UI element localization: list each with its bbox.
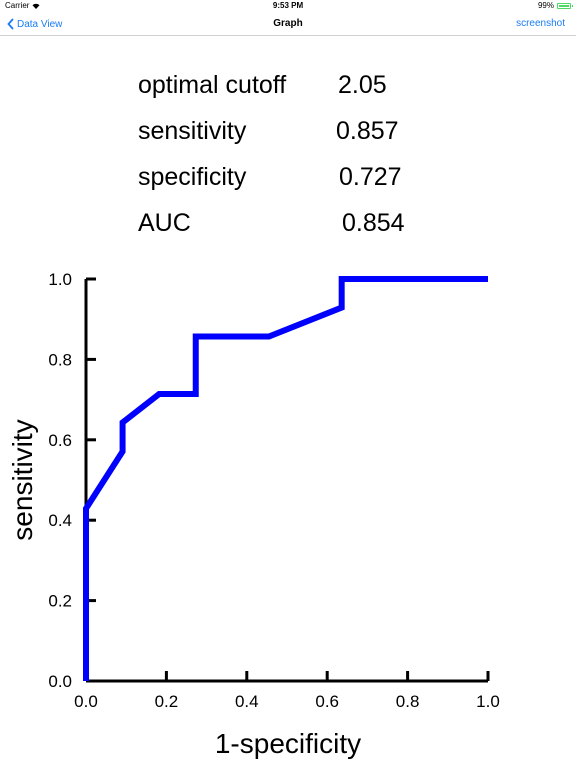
carrier-label: Carrier	[5, 1, 30, 10]
chevron-left-icon	[7, 18, 14, 30]
battery-icon	[557, 3, 573, 9]
x-tick-label: 0.4	[235, 692, 259, 711]
stat-label: specificity	[138, 163, 247, 191]
x-tick-label: 0.2	[155, 692, 179, 711]
y-tick-label: 0.2	[48, 592, 72, 611]
y-axis-label: sensitivity	[7, 419, 38, 540]
wifi-icon	[32, 3, 40, 9]
stat-row-sensitivity: sensitivity 0.857	[138, 108, 458, 154]
roc-chart: 0.0 0.2 0.4 0.6 0.8 1.0 0.0 0.2 0.4 0.6 0.8 1.0 1-s…	[7, 270, 500, 759]
page-title: Graph	[273, 18, 303, 29]
x-tick-label: 1.0	[476, 692, 500, 711]
stat-row-auc: AUC 0.854	[138, 200, 458, 246]
stats-panel: optimal cutoff 2.05 sensitivity 0.857 sp…	[138, 62, 458, 246]
screenshot-button[interactable]: screenshot	[516, 18, 565, 29]
x-tick-label: 0.0	[74, 692, 98, 711]
battery-percent: 99%	[537, 1, 554, 10]
stat-label: AUC	[138, 209, 191, 237]
x-tick-label: 0.8	[396, 692, 420, 711]
back-button[interactable]: Data View	[7, 12, 62, 36]
y-tick-label: 0.0	[48, 672, 72, 691]
stat-value: 0.854	[342, 209, 405, 237]
y-tick-label: 0.6	[48, 431, 72, 450]
stat-label: optimal cutoff	[138, 71, 287, 99]
y-tick-label: 1.0	[48, 270, 72, 289]
carrier-indicator: Carrier	[5, 0, 40, 12]
stat-label: sensitivity	[138, 117, 247, 145]
stat-value: 2.05	[338, 71, 387, 99]
back-button-label: Data View	[17, 18, 63, 30]
stat-row-optimal-cutoff: optimal cutoff 2.05	[138, 62, 458, 108]
y-tick-label: 0.8	[48, 350, 72, 369]
stat-value: 0.727	[339, 163, 402, 191]
stat-value: 0.857	[336, 117, 399, 145]
status-bar: Carrier 9:53 PM 99%	[0, 0, 576, 12]
x-tick-label: 0.6	[315, 692, 339, 711]
navigation-bar: Data View Graph screenshot	[0, 12, 576, 36]
x-axis-label: 1-specificity	[215, 728, 361, 759]
y-tick-label: 0.4	[48, 511, 72, 530]
stat-row-specificity: specificity 0.727	[138, 154, 458, 200]
battery-indicator: 99%	[537, 0, 573, 12]
roc-curve-line	[83, 276, 488, 681]
status-time: 9:53 PM	[272, 1, 304, 10]
